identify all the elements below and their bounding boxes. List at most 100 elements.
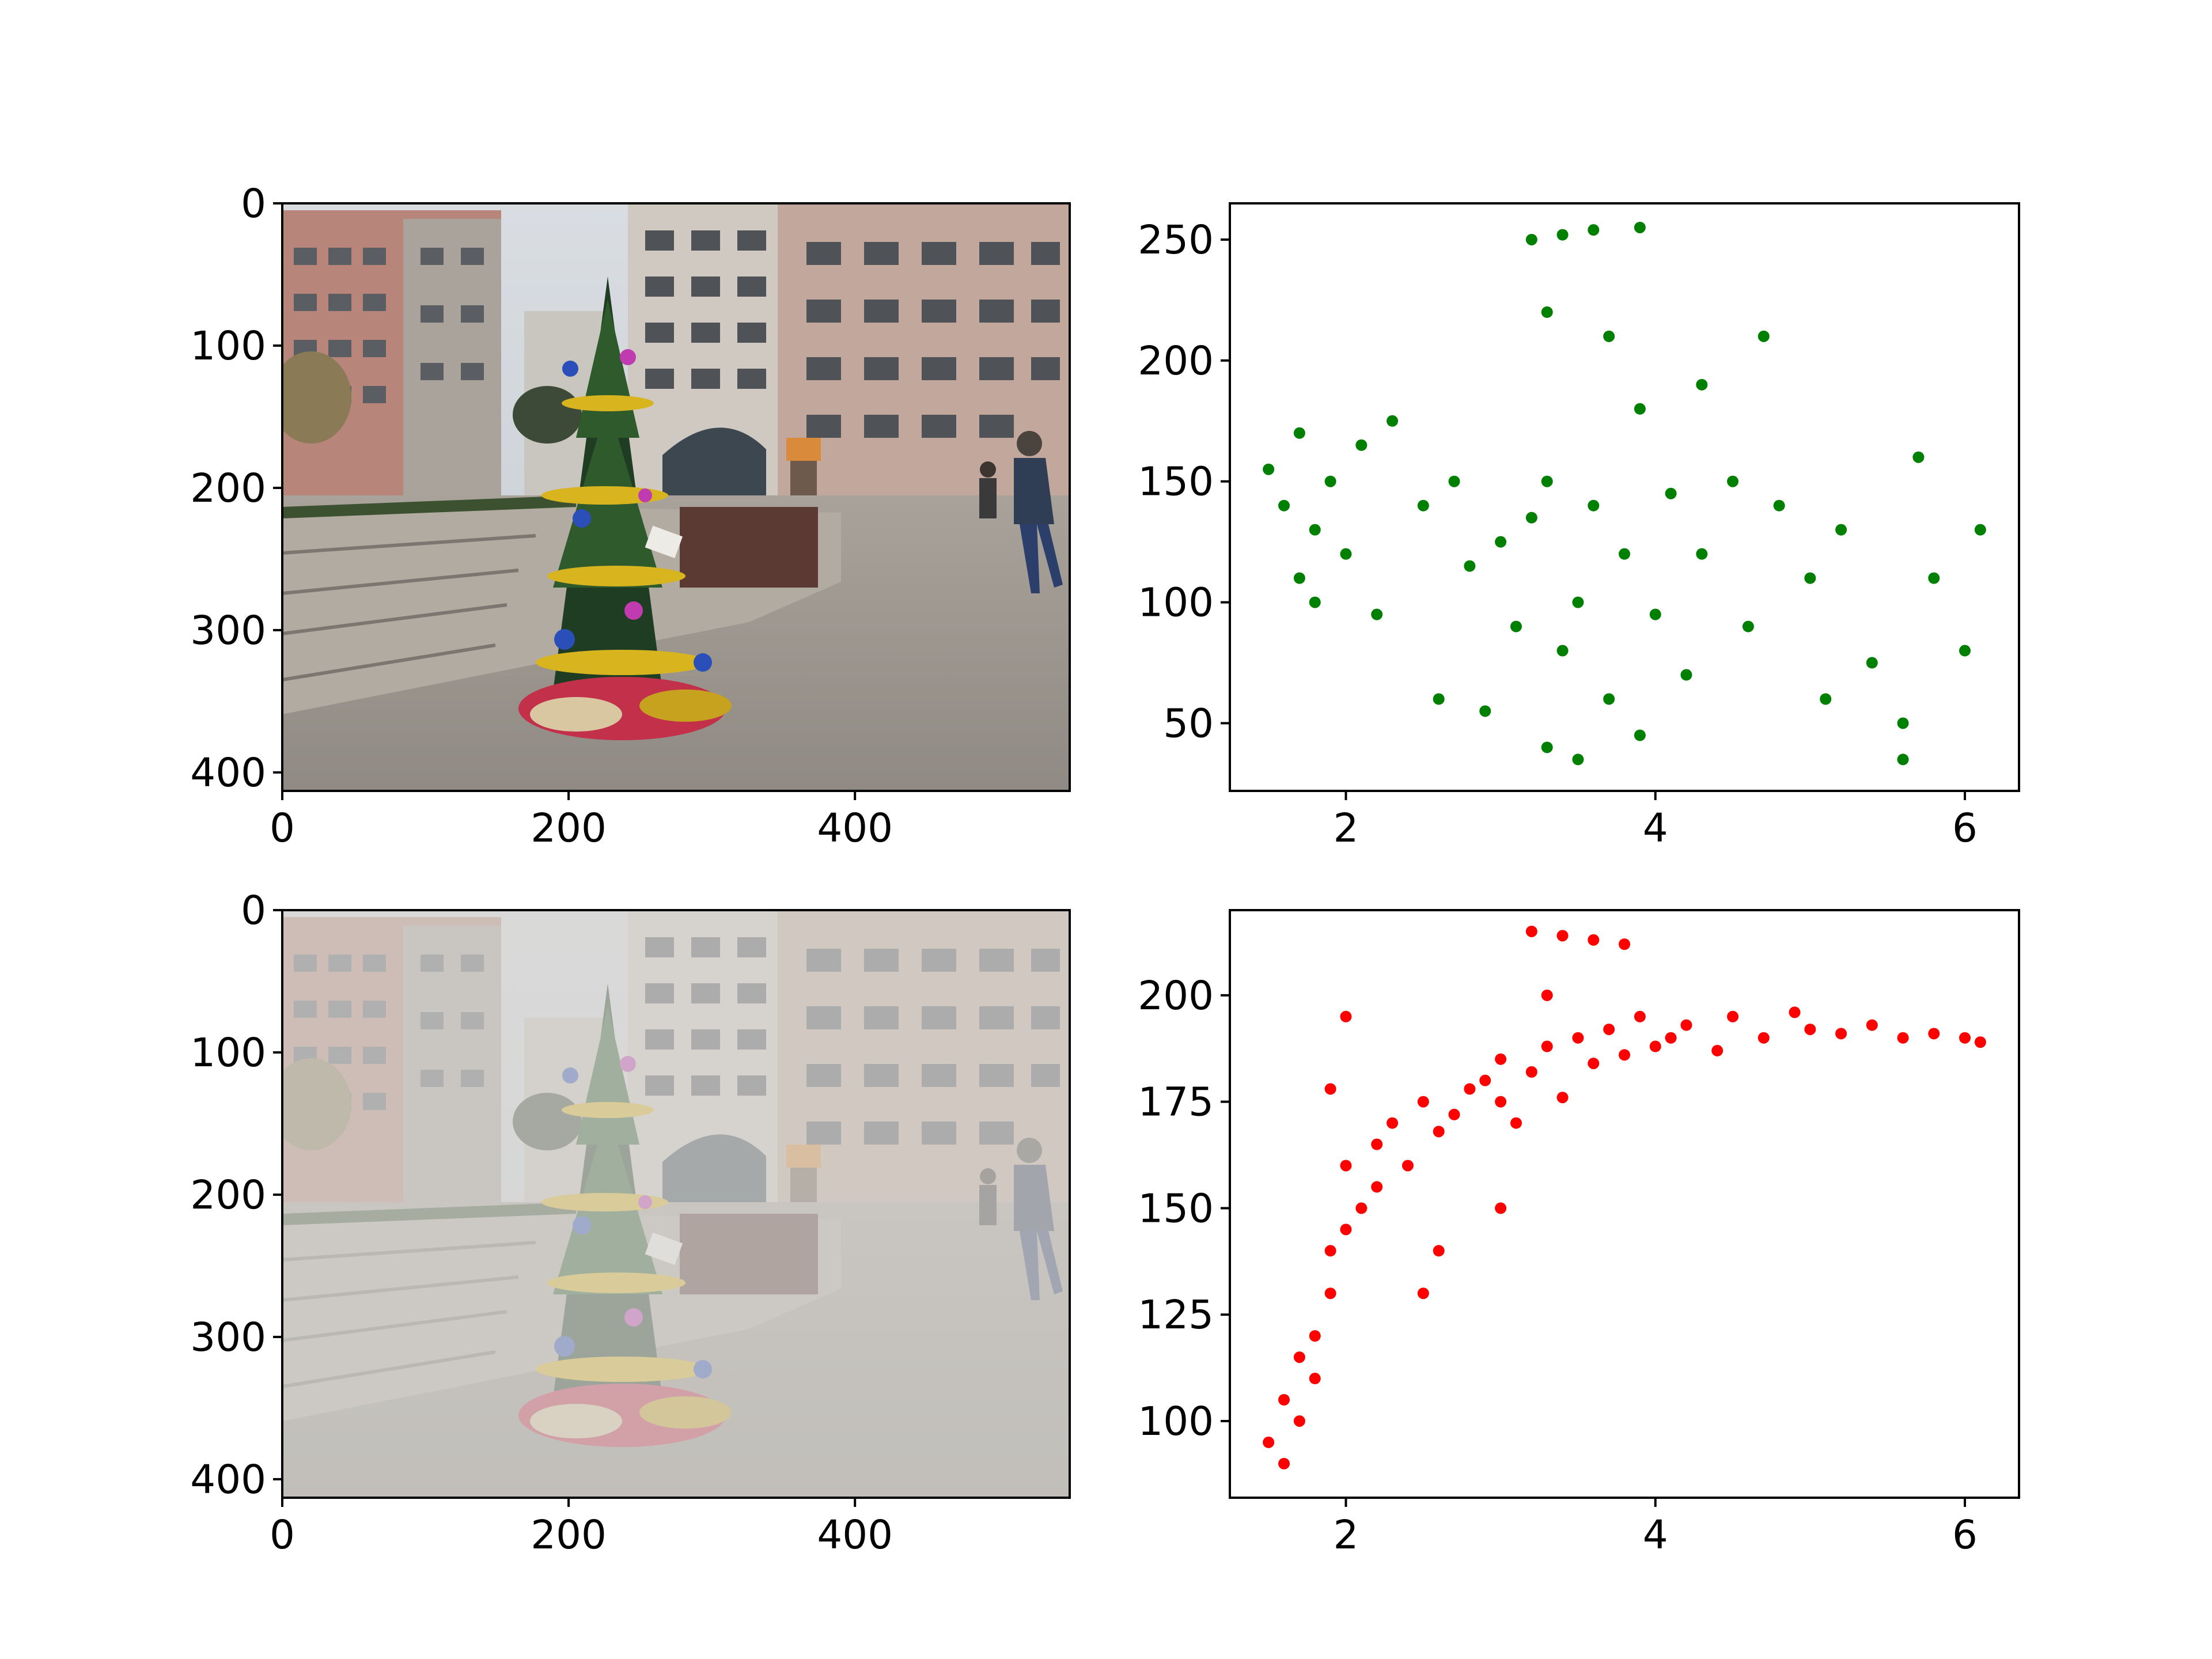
- christmas-tree-clear-photo: [271, 203, 1070, 791]
- green-scatter-point: [1835, 524, 1847, 536]
- green-scatter-point: [1278, 499, 1290, 512]
- hazy-image-y-tick-label: 300: [190, 1315, 266, 1361]
- green-scatter-point: [1371, 608, 1383, 620]
- red-scatter-point: [1649, 1040, 1661, 1052]
- green-scatter-panel: 2 4 6 50 100 150 200 250: [1138, 202, 2020, 851]
- green-scatter-points: [1263, 221, 1986, 766]
- red-scatter-point: [1324, 1287, 1336, 1300]
- green-scatter-point: [1742, 620, 1754, 632]
- red-scatter-point: [1525, 925, 1537, 937]
- red-scatter-point: [1340, 1160, 1352, 1172]
- hazy-image-frame: [281, 909, 1071, 1499]
- green-scatter-point: [1309, 524, 1321, 536]
- red-scatter-y-tick-label: 175: [1138, 1080, 1214, 1126]
- red-scatter-point: [1355, 1202, 1368, 1214]
- green-scatter-point: [1897, 717, 1909, 729]
- green-scatter-point: [1649, 608, 1661, 620]
- green-scatter-frame: [1229, 202, 2020, 792]
- green-scatter-point: [1572, 596, 1584, 608]
- green-scatter-point: [1340, 548, 1352, 560]
- green-scatter-point: [1541, 306, 1553, 318]
- clear-image-y-tick-label: 100: [190, 323, 266, 369]
- red-scatter-x-tick-label: 6: [1952, 1512, 1978, 1558]
- christmas-tree-hazy-photo: [282, 910, 1070, 1498]
- red-scatter-point: [1866, 1019, 1878, 1031]
- green-scatter-point: [1773, 499, 1785, 512]
- green-scatter-point: [1974, 524, 1986, 536]
- red-scatter-point: [1804, 1023, 1816, 1035]
- red-scatter-point: [1495, 1096, 1507, 1108]
- clear-image-y-tick-label: 0: [241, 181, 266, 227]
- hazy-image-x-axis: 0 200 400: [270, 1498, 893, 1558]
- green-scatter-point: [1525, 512, 1537, 524]
- green-scatter-y-tick-label: 200: [1138, 338, 1214, 384]
- red-scatter-point: [1448, 1108, 1460, 1120]
- green-scatter-point: [1665, 487, 1677, 499]
- green-scatter-point: [1417, 499, 1429, 512]
- green-scatter-x-tick-label: 4: [1643, 805, 1668, 851]
- red-scatter-y-tick-label: 200: [1138, 973, 1214, 1019]
- red-scatter-y-tick-label: 150: [1138, 1185, 1214, 1232]
- red-scatter-point: [1727, 1010, 1739, 1022]
- red-scatter-point: [1309, 1373, 1321, 1385]
- green-scatter-point: [1263, 463, 1275, 475]
- green-scatter-y-tick-label: 100: [1138, 580, 1214, 626]
- red-scatter-point: [1619, 1049, 1630, 1061]
- green-scatter-x-tick-label: 6: [1952, 805, 1978, 851]
- red-scatter-point: [1309, 1330, 1321, 1342]
- red-scatter-point: [1479, 1074, 1491, 1086]
- green-scatter-point: [1680, 669, 1692, 681]
- clear-image-x-tick-label: 400: [817, 805, 893, 851]
- green-scatter-point: [1541, 475, 1553, 487]
- red-scatter-point: [1665, 1032, 1677, 1044]
- green-scatter-point: [1696, 548, 1708, 560]
- clear-image-x-tick-label: 200: [531, 805, 607, 851]
- red-scatter-point: [1387, 1117, 1399, 1129]
- green-scatter-point: [1495, 536, 1507, 548]
- red-scatter-points: [1263, 925, 1986, 1469]
- red-scatter-point: [1603, 1023, 1615, 1035]
- green-scatter-point: [1588, 499, 1600, 512]
- red-scatter-point: [1417, 1096, 1429, 1108]
- clear-image-x-axis: 0 200 400: [270, 791, 893, 851]
- green-scatter-point: [1464, 560, 1476, 572]
- red-scatter-point: [1417, 1287, 1429, 1300]
- hazy-image-x-tick-label: 0: [270, 1512, 295, 1558]
- green-scatter-point: [1510, 620, 1522, 632]
- green-scatter-point: [1433, 693, 1445, 705]
- red-scatter-point: [1510, 1117, 1522, 1129]
- red-scatter-frame: [1229, 909, 2020, 1499]
- red-scatter-point: [1897, 1032, 1909, 1044]
- red-scatter-point: [1619, 938, 1630, 950]
- hazy-image-y-axis: 0 100 200 300 400: [190, 888, 282, 1503]
- red-scatter-y-tick-label: 125: [1138, 1292, 1214, 1338]
- red-scatter-point: [1278, 1457, 1290, 1469]
- green-scatter-point: [1324, 475, 1336, 487]
- green-scatter-point: [1912, 451, 1925, 463]
- red-scatter-point: [1634, 1010, 1646, 1022]
- green-scatter-point: [1556, 645, 1569, 657]
- red-scatter-point: [1556, 1092, 1569, 1104]
- green-scatter-point: [1897, 753, 1909, 766]
- green-scatter-point: [1634, 221, 1646, 233]
- red-scatter-point: [1525, 1066, 1537, 1078]
- hazy-image-x-tick-label: 200: [531, 1512, 607, 1558]
- green-scatter-y-tick-label: 50: [1163, 700, 1214, 747]
- green-scatter-x-axis: 2 4 6: [1334, 791, 1978, 851]
- clear-image-panel: 0 200 400 0 100 200 300 400: [190, 181, 1071, 851]
- red-scatter-point: [1402, 1160, 1414, 1172]
- green-scatter-point: [1525, 233, 1537, 245]
- red-scatter-point: [1541, 1040, 1553, 1052]
- hazy-image-y-tick-label: 200: [190, 1172, 266, 1218]
- red-scatter-point: [1711, 1044, 1724, 1056]
- clear-image-y-axis: 0 100 200 300 400: [190, 181, 282, 796]
- hazy-image-y-tick-label: 400: [190, 1457, 266, 1503]
- red-scatter-x-axis: 2 4 6: [1334, 1498, 1978, 1558]
- green-scatter-point: [1448, 475, 1460, 487]
- red-scatter-point: [1680, 1019, 1692, 1031]
- green-scatter-point: [1293, 572, 1305, 584]
- clear-image-frame: [281, 202, 1071, 792]
- red-scatter-point: [1959, 1032, 1971, 1044]
- clear-image-y-tick-label: 200: [190, 465, 266, 512]
